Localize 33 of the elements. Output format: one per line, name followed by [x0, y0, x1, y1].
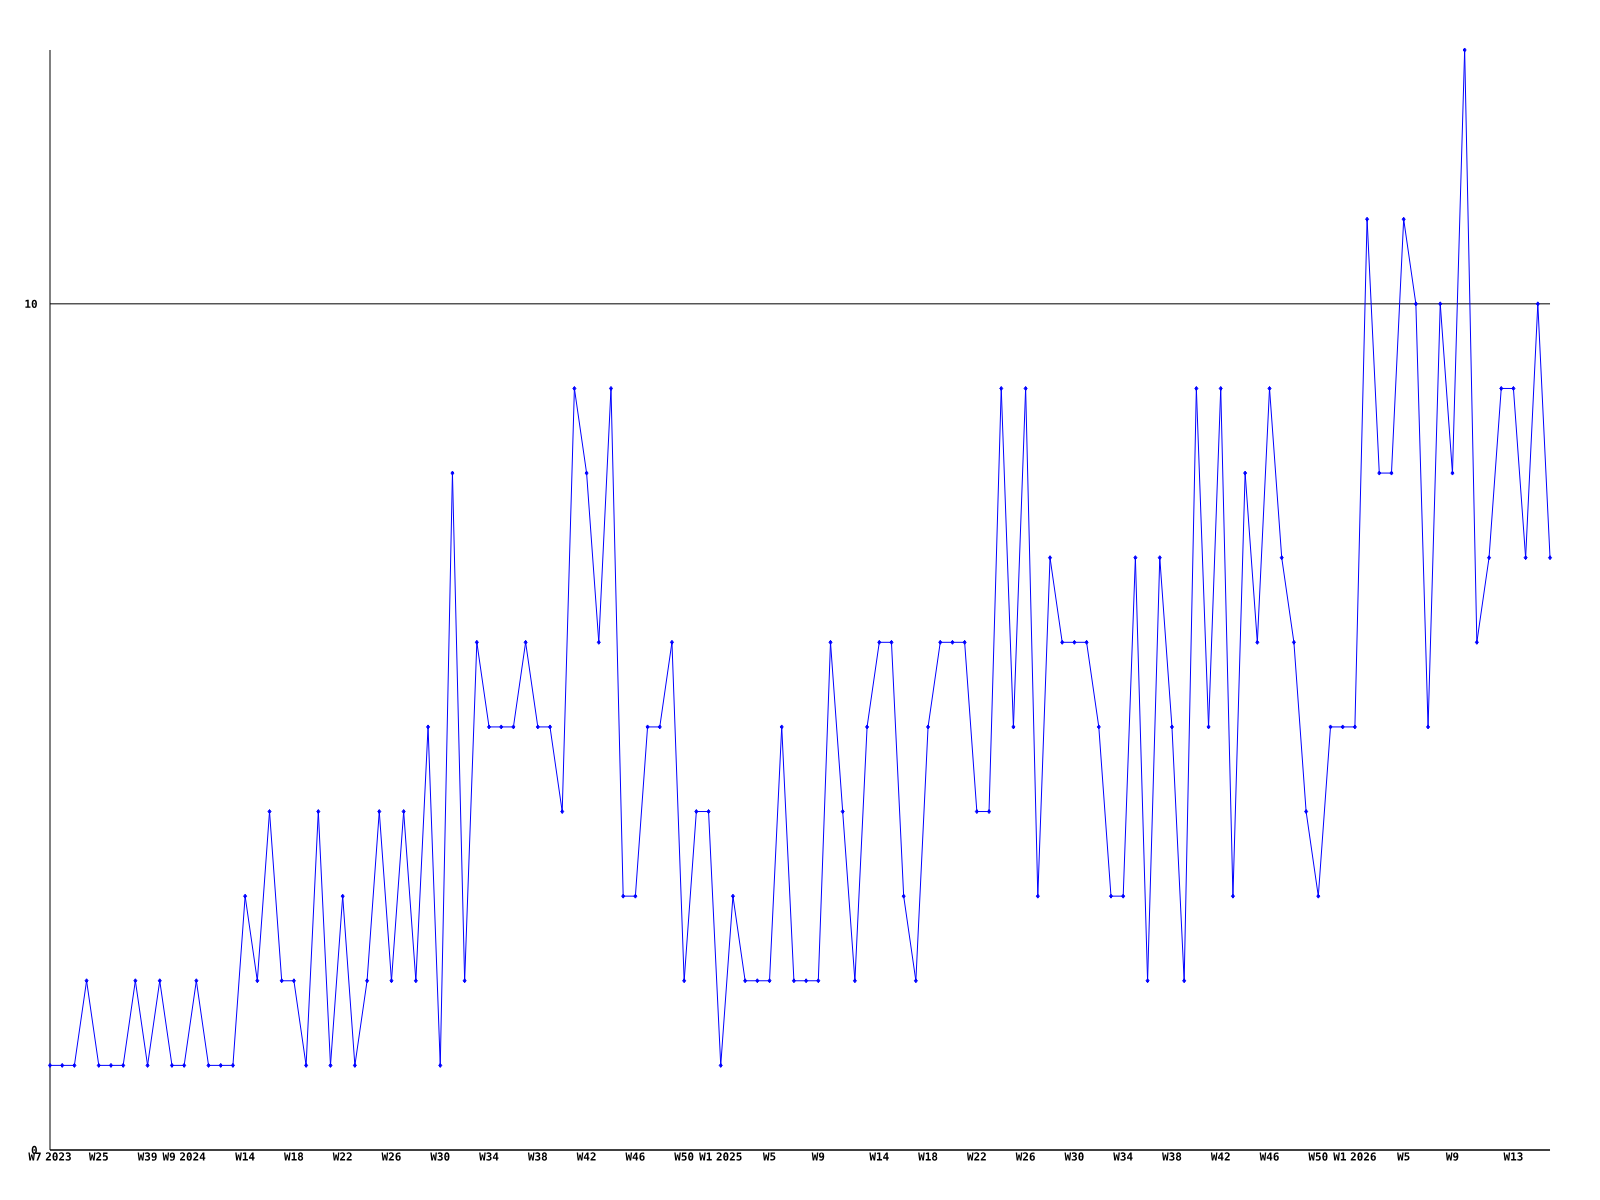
x-tick-label: W39 — [137, 1152, 157, 1161]
x-tick-label: W9 2024 — [162, 1152, 206, 1161]
x-tick-label: W5 — [762, 1152, 776, 1161]
x-tick-label: W34 — [479, 1152, 499, 1161]
x-tick-label: W30 — [430, 1152, 450, 1161]
x-tick-label: W18 — [918, 1152, 938, 1161]
y-tick-label: 10 — [25, 299, 37, 308]
x-tick-label: W9 — [1445, 1152, 1459, 1161]
x-tick-label: W25 — [88, 1152, 108, 1161]
x-tick-label: W9 — [811, 1152, 825, 1161]
x-tick-label: W13 — [1503, 1152, 1523, 1161]
x-tick-label: W46 — [625, 1152, 645, 1161]
x-tick-label: W26 — [381, 1152, 401, 1161]
x-tick-label: W30 — [1064, 1152, 1084, 1161]
x-tick-label: W18 — [284, 1152, 304, 1161]
x-tick-label: W42 — [1210, 1152, 1230, 1161]
x-tick-label: W38 — [527, 1152, 548, 1161]
x-tick-label: W46 — [1259, 1152, 1279, 1161]
x-tick-label: W50 — [674, 1152, 694, 1161]
x-tick-label: W34 — [1113, 1152, 1133, 1161]
x-tick-label: W42 — [576, 1152, 596, 1161]
x-tick-label: W14 — [869, 1152, 889, 1161]
x-tick-label: W26 — [1015, 1152, 1035, 1161]
x-tick-label: W1 2026 — [1333, 1152, 1376, 1161]
y-tick-label: 0 — [31, 1145, 37, 1155]
x-tick-label: W5 — [1397, 1152, 1410, 1161]
x-tick-label: W7 2023 — [28, 1152, 71, 1161]
x-tick-label: W38 — [1162, 1152, 1182, 1161]
x-tick-label: W22 — [332, 1152, 352, 1161]
x-tick-label: W14 — [235, 1152, 255, 1161]
x-tick-label: W1 2025 — [699, 1152, 742, 1161]
x-tick-label: W22 — [966, 1152, 986, 1161]
x-tick-label: W50 — [1308, 1152, 1328, 1161]
